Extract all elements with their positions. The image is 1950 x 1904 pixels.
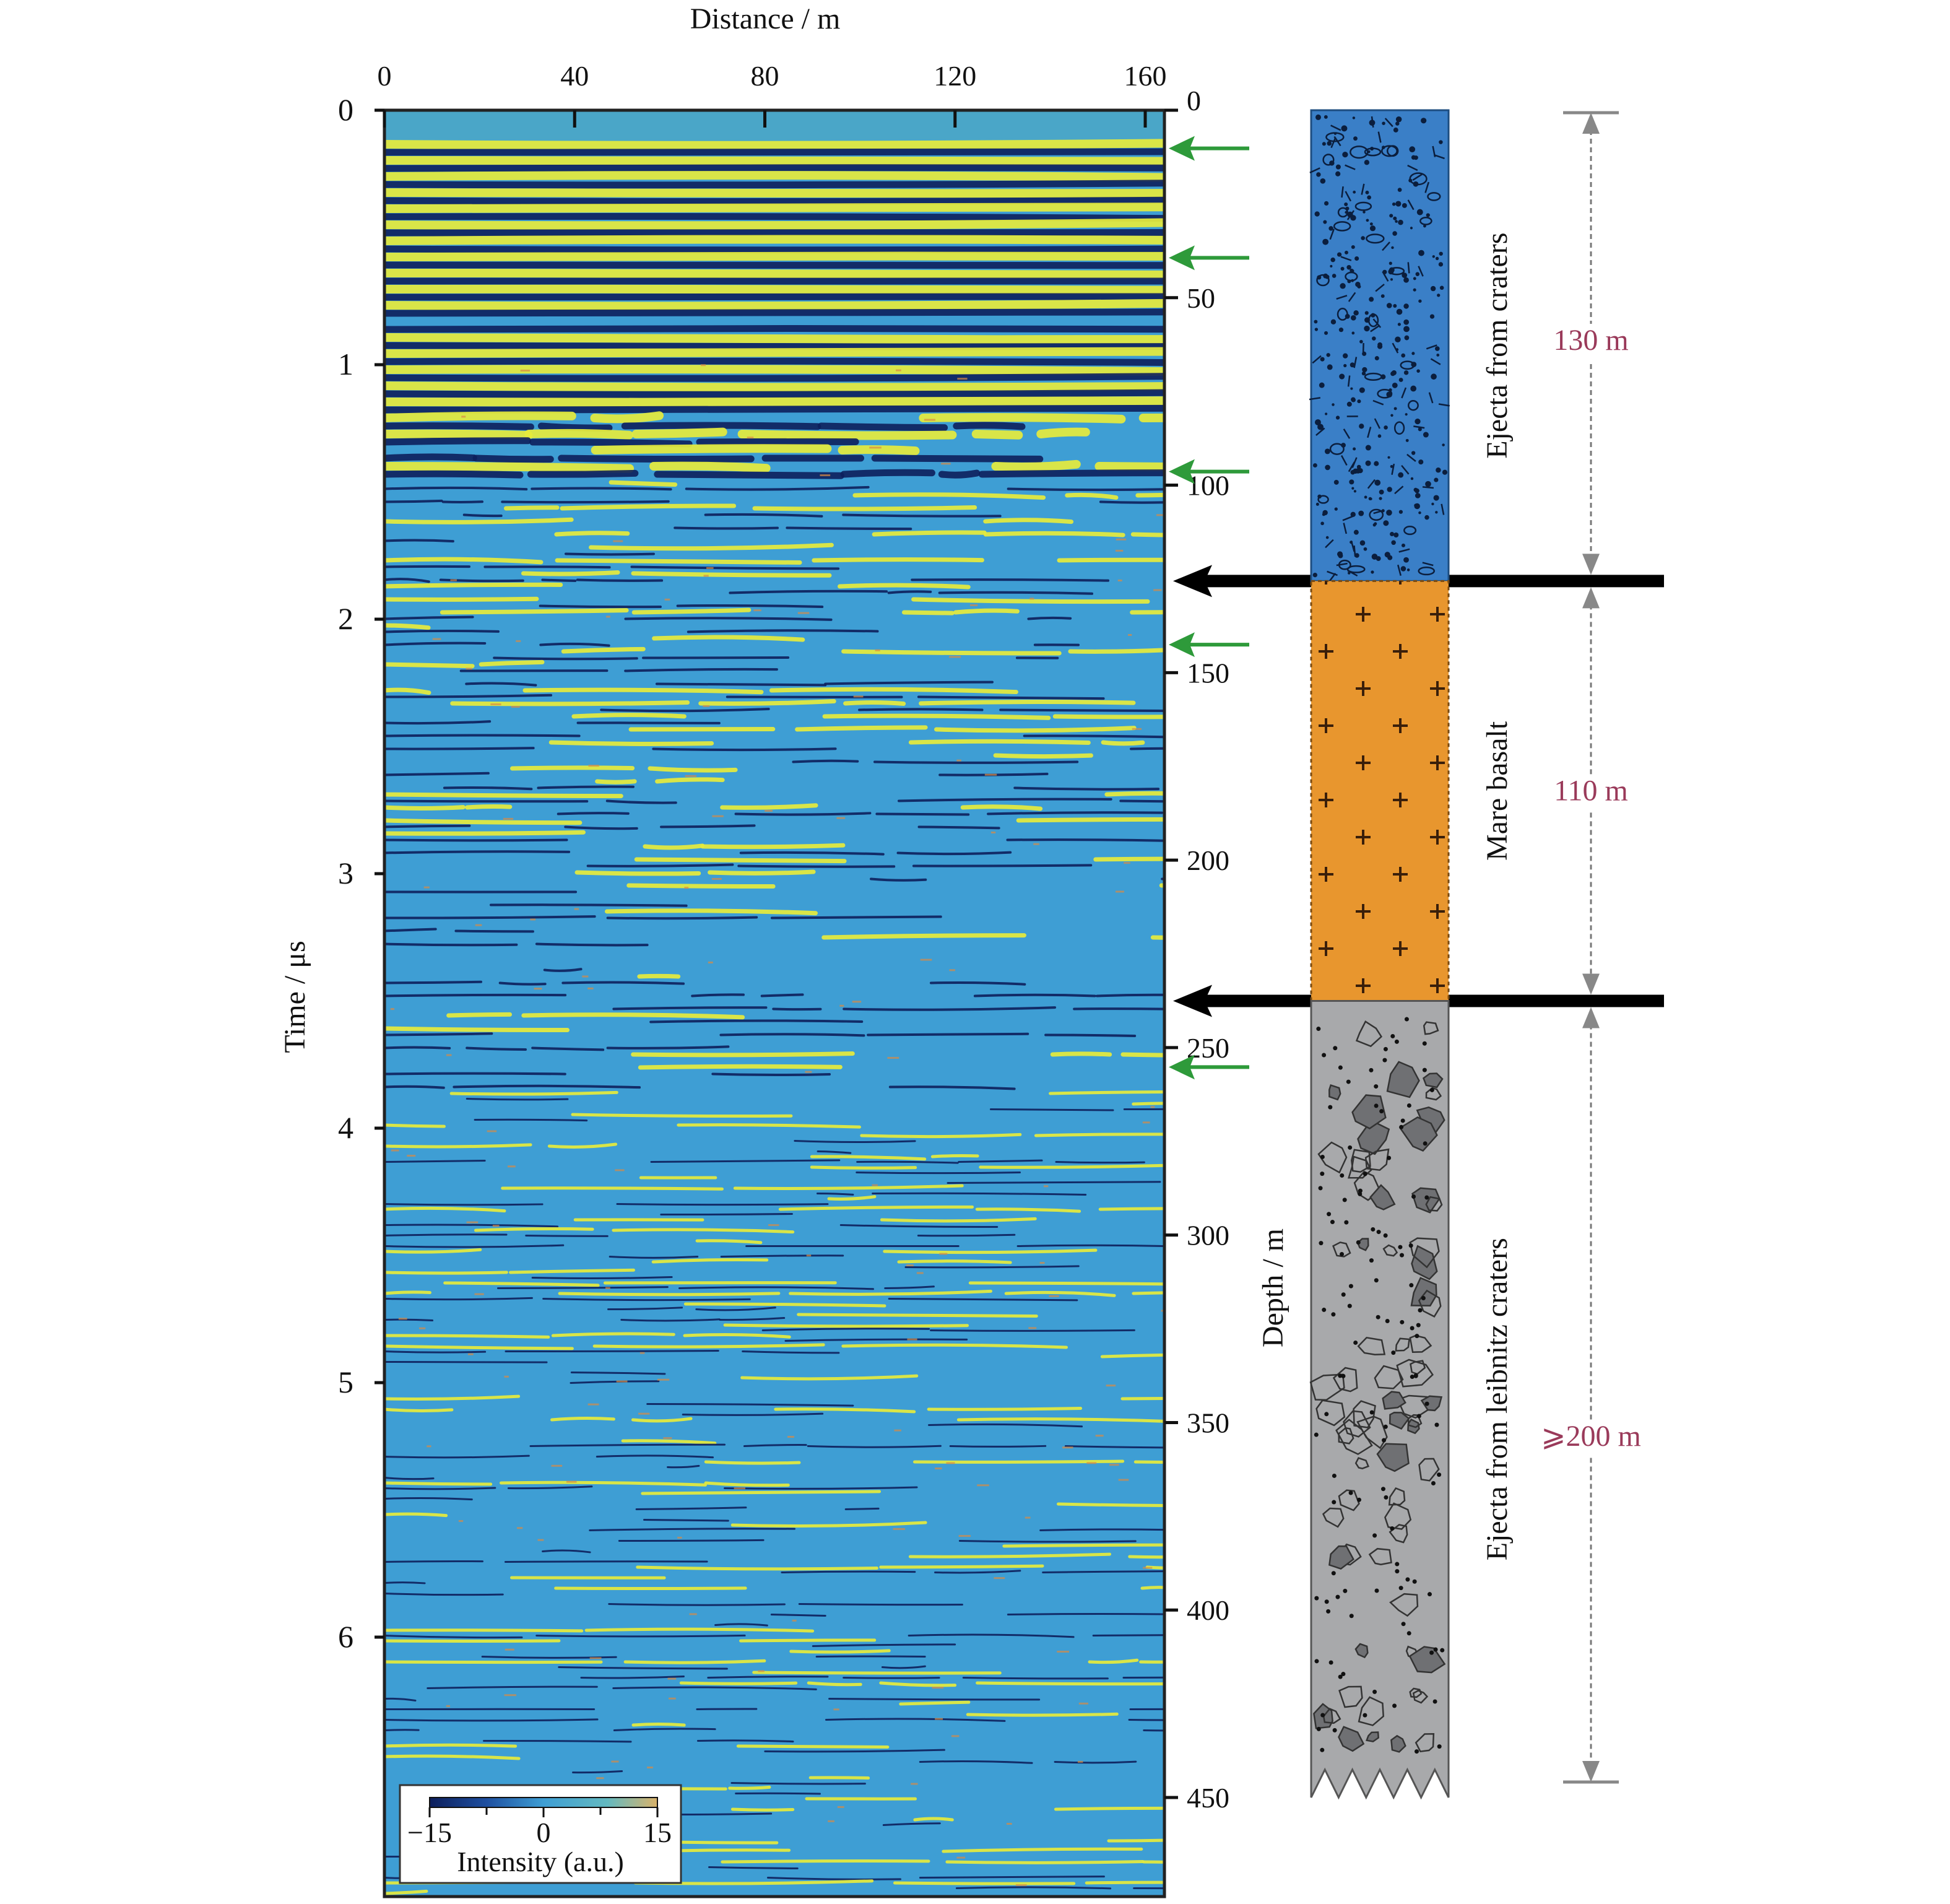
thickness-dimension: ⩾200 m [1541,1007,1641,1784]
radargram-heatmap [384,110,1164,1897]
depth-tick-label: 400 [1187,1594,1229,1626]
depth-tick-label: 300 [1187,1220,1229,1251]
depth-axis: 0 50 100 150 200 250 300 350 400 450 [1164,85,1229,1814]
thickness-label: ⩾200 m [1541,1420,1641,1453]
thickness-label: 130 m [1553,324,1628,357]
colorbar-tick-min: −15 [407,1817,452,1848]
x-axis-title: Distance / m [690,2,841,35]
thickness-label: 110 m [1554,774,1628,807]
depth-tick-label: 250 [1187,1032,1229,1064]
time-axis-title: Time / μs [279,941,311,1053]
time-tick-label: 2 [338,601,353,636]
layer-3 [1309,1000,1450,1800]
layer-name: Mare basalt [1481,721,1514,861]
depth-tick-label: 100 [1187,470,1229,502]
thickness-dimension: 130 m [1541,111,1640,575]
time-tick-label: 3 [338,856,353,890]
layer-name: Ejecta from craters [1481,233,1514,459]
x-axis: 0 40 80 120 160 [378,60,1167,128]
depth-tick-label: 450 [1187,1782,1229,1814]
time-tick-label: 0 [338,92,353,127]
layer-1 [1309,109,1450,583]
time-tick-label: 5 [338,1365,353,1399]
x-tick-label: 120 [934,60,976,92]
colorbar-tick-max: 15 [643,1817,672,1848]
depth-tick-label: 200 [1187,845,1229,876]
colorbar-gradient [429,1797,658,1808]
colorbar: −15 0 15 Intensity (a.u.) [399,1784,682,1884]
surface-band [384,110,1164,144]
green-arrow [1169,632,1249,658]
thickness-dimensions: 130 m 110 m ⩾200 m [1541,111,1641,1784]
layer-names: Ejecta from craters Mare basalt Ejecta fro… [1481,233,1514,1561]
depth-axis-title: Depth / m [1257,1228,1289,1347]
time-axis: 0 1 2 3 4 5 6 [338,92,384,1654]
depth-tick-label: 350 [1187,1407,1229,1438]
depth-tick-label: 50 [1187,282,1215,314]
x-tick-label: 80 [751,60,779,92]
x-tick-label: 40 [560,60,589,92]
plot-frame [383,108,1166,1898]
colorbar-label: Intensity (a.u.) [457,1846,624,1877]
green-arrow [1169,1054,1249,1080]
x-tick-label: 0 [378,60,392,92]
depth-tick-label: 0 [1187,85,1201,116]
depth-tick-label: 150 [1187,657,1229,689]
layer-2 [1310,580,1450,1002]
time-tick-label: 6 [338,1619,353,1654]
stratigraphic-column [1309,109,1450,1800]
time-tick-label: 4 [338,1110,353,1145]
layer-name: Ejecta from leibnitz craters [1481,1238,1514,1560]
x-tick-label: 160 [1124,60,1167,92]
thickness-dimension: 110 m [1541,587,1640,995]
green-arrow [1169,459,1249,484]
colorbar-tick-mid: 0 [537,1817,551,1848]
green-arrow [1169,136,1249,161]
time-tick-label: 1 [338,347,353,381]
green-arrow-markers [1169,136,1249,1080]
green-arrow [1169,245,1249,271]
